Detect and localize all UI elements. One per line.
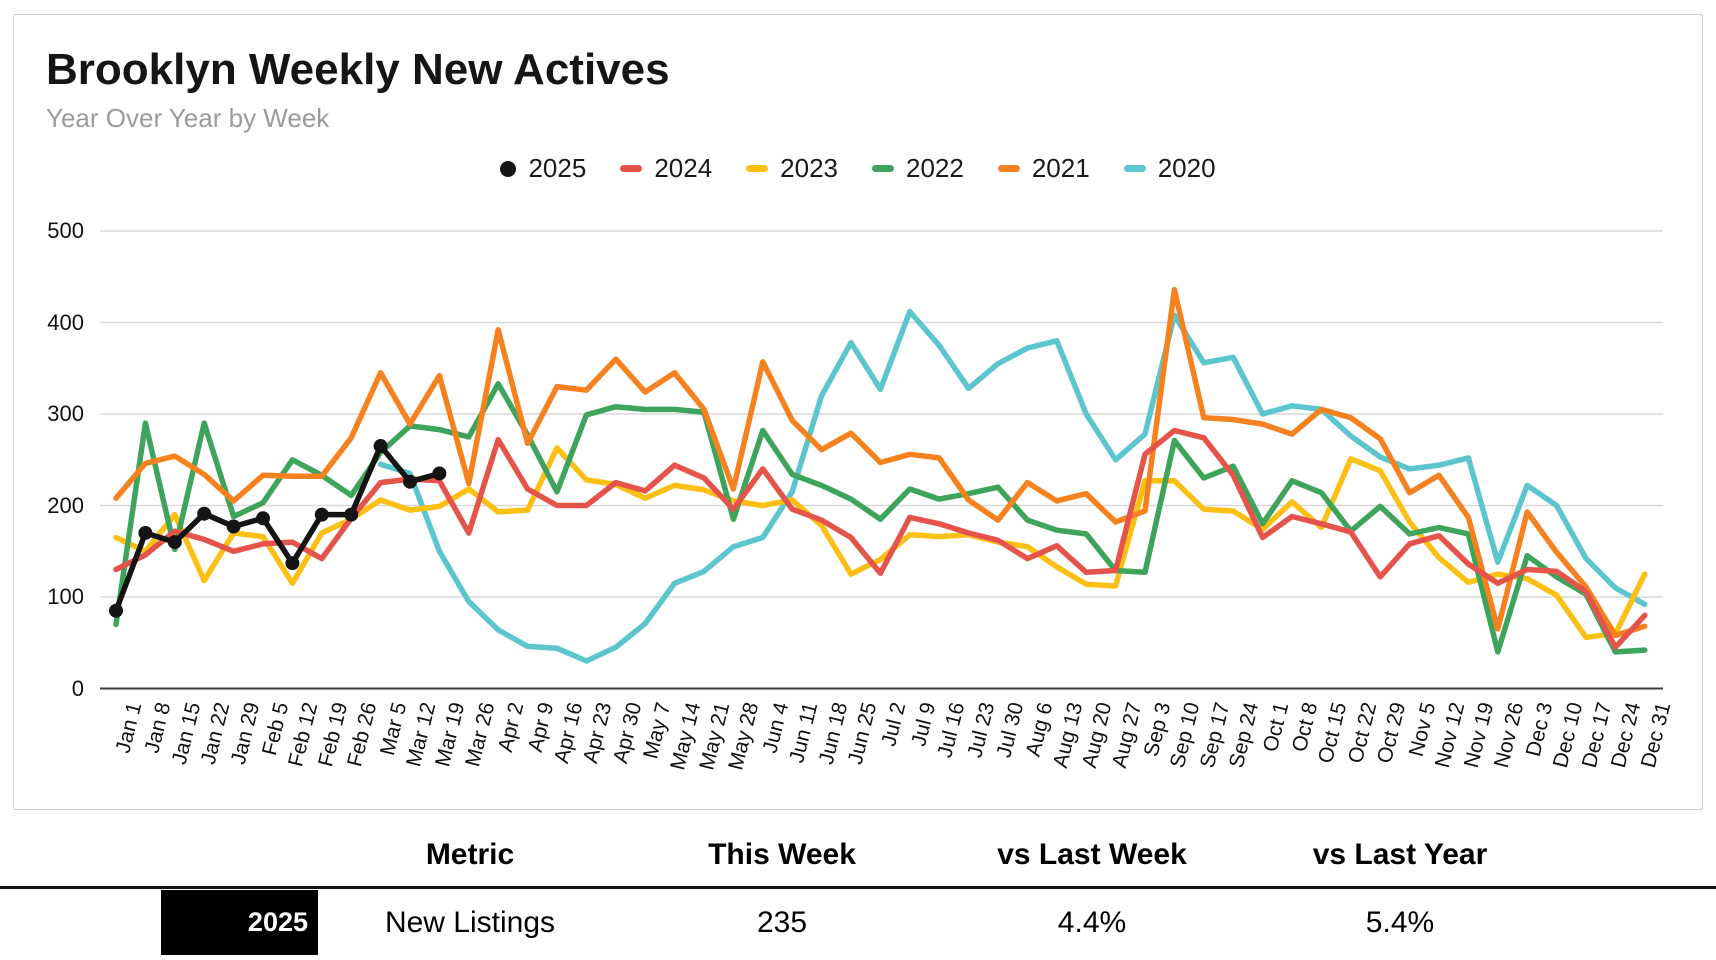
dash-marker-icon-2022 xyxy=(872,165,894,172)
summary-table: Metric This Week vs Last Week vs Last Ye… xyxy=(0,810,1716,960)
legend-label: 2021 xyxy=(1031,153,1090,183)
legend-item-2024[interactable]: 2024 xyxy=(620,153,712,184)
y-tick-label: 300 xyxy=(47,401,84,426)
y-tick-label: 0 xyxy=(71,675,84,701)
legend-label: 2022 xyxy=(906,153,964,183)
legend-item-2023[interactable]: 2023 xyxy=(746,153,838,184)
chart-card: Brooklyn Weekly New Actives Year Over Ye… xyxy=(13,14,1703,810)
chart-legend: 2025 2024 2023 2022 2021 2020 xyxy=(14,153,1702,184)
dash-marker-icon-2020 xyxy=(1123,165,1146,172)
table-divider xyxy=(0,886,1716,889)
legend-label: 2024 xyxy=(654,153,713,183)
col-header-vs-last-year: vs Last Year xyxy=(1312,838,1488,871)
cell-this-week: 235 xyxy=(756,906,808,939)
year-badge-label: 2025 xyxy=(247,907,308,937)
circle-marker-icon-2025 xyxy=(500,160,517,177)
cell-vs-last-year: 5.4% xyxy=(1365,906,1435,939)
legend-item-2025[interactable]: 2025 xyxy=(500,153,586,184)
y-tick-label: 200 xyxy=(47,492,84,518)
legend-label: 2020 xyxy=(1157,153,1216,183)
col-header-this-week: This Week xyxy=(708,838,856,871)
y-tick-label: 100 xyxy=(47,584,84,609)
legend-item-2021[interactable]: 2021 xyxy=(997,153,1090,184)
y-tick-label: 500 xyxy=(47,218,84,243)
col-header-metric: Metric xyxy=(425,838,515,871)
dash-marker-icon-2021 xyxy=(997,165,1020,172)
legend-item-2022[interactable]: 2022 xyxy=(872,153,964,184)
legend-label: 2025 xyxy=(528,153,587,183)
cell-vs-last-week: 4.4% xyxy=(1057,906,1127,939)
chart-title: Brooklyn Weekly New Actives xyxy=(46,45,670,94)
dash-marker-icon-2023 xyxy=(746,165,769,172)
y-tick-label: 400 xyxy=(47,309,84,335)
legend-item-2020[interactable]: 2020 xyxy=(1123,153,1216,184)
dash-marker-icon-2024 xyxy=(620,165,643,172)
year-badge: 2025 xyxy=(161,890,318,955)
legend-label: 2023 xyxy=(780,153,838,183)
chart-subtitle: Year Over Year by Week xyxy=(46,103,330,133)
col-header-vs-last-week: vs Last Week xyxy=(997,838,1187,871)
cell-metric: New Listings xyxy=(384,906,556,939)
